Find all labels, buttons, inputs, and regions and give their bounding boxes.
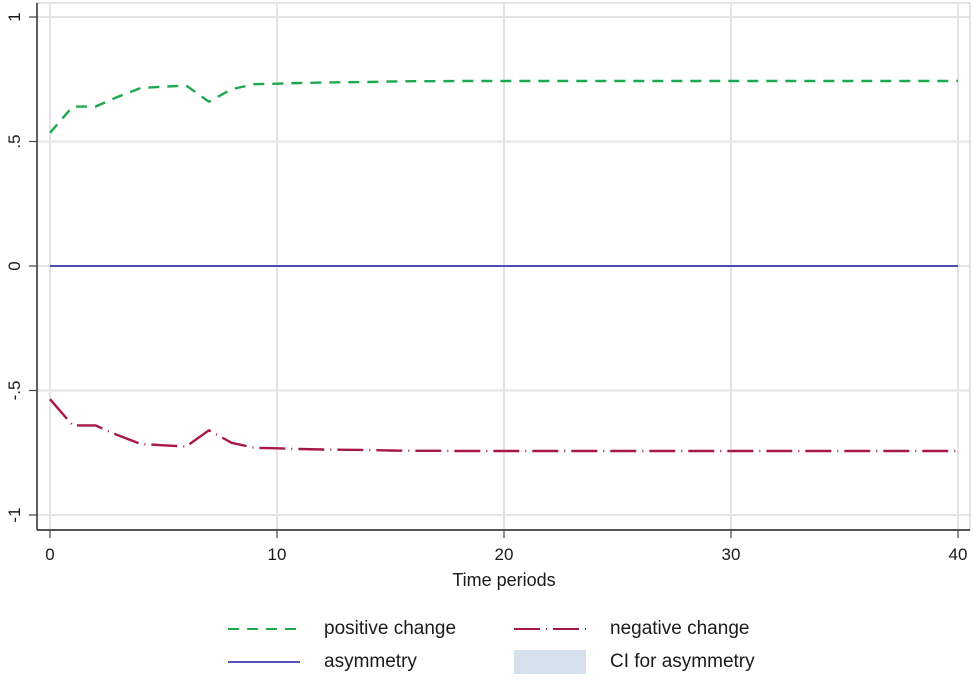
- dashed-line-swatch-icon: [228, 628, 300, 630]
- legend-item-positive-change: positive change: [228, 615, 456, 643]
- line-chart: 0 10 20 30 40 -1 -.5 0 .5 1 Time periods: [5, 2, 971, 590]
- series-lines: [49, 79, 958, 453]
- x-tick-label: 0: [45, 545, 54, 564]
- y-tick-label: -1: [5, 507, 24, 522]
- x-axis-title: Time periods: [452, 570, 555, 590]
- area-swatch-icon: [514, 650, 586, 674]
- legend-label: positive change: [324, 618, 457, 639]
- series-positive-change: [49, 79, 958, 134]
- axes: 0 10 20 30 40 -1 -.5 0 .5 1: [5, 3, 970, 564]
- gridlines: [37, 3, 970, 530]
- y-tick-label: -.5: [5, 381, 24, 401]
- x-tick-label: 40: [949, 545, 968, 564]
- legend-label: asymmetry: [324, 651, 417, 672]
- series-negative-change: [49, 398, 958, 453]
- long-dash-dot-line-swatch-icon: [514, 628, 586, 630]
- legend-item-asymmetry: asymmetry: [228, 648, 417, 676]
- legend: positive change negative change asymmetr…: [228, 615, 788, 679]
- x-tick-label: 10: [268, 545, 287, 564]
- y-tick-label: 1: [5, 12, 24, 21]
- y-tick-label: 0: [5, 261, 24, 270]
- legend-item-ci-for-asymmetry: CI for asymmetry: [514, 648, 755, 676]
- x-tick-label: 30: [722, 545, 741, 564]
- legend-label: negative change: [610, 618, 750, 639]
- x-tick-label: 20: [495, 545, 514, 564]
- legend-item-negative-change: negative change: [514, 615, 749, 643]
- y-tick-label: .5: [5, 134, 24, 148]
- solid-line-swatch-icon: [228, 661, 300, 663]
- legend-label: CI for asymmetry: [610, 651, 755, 672]
